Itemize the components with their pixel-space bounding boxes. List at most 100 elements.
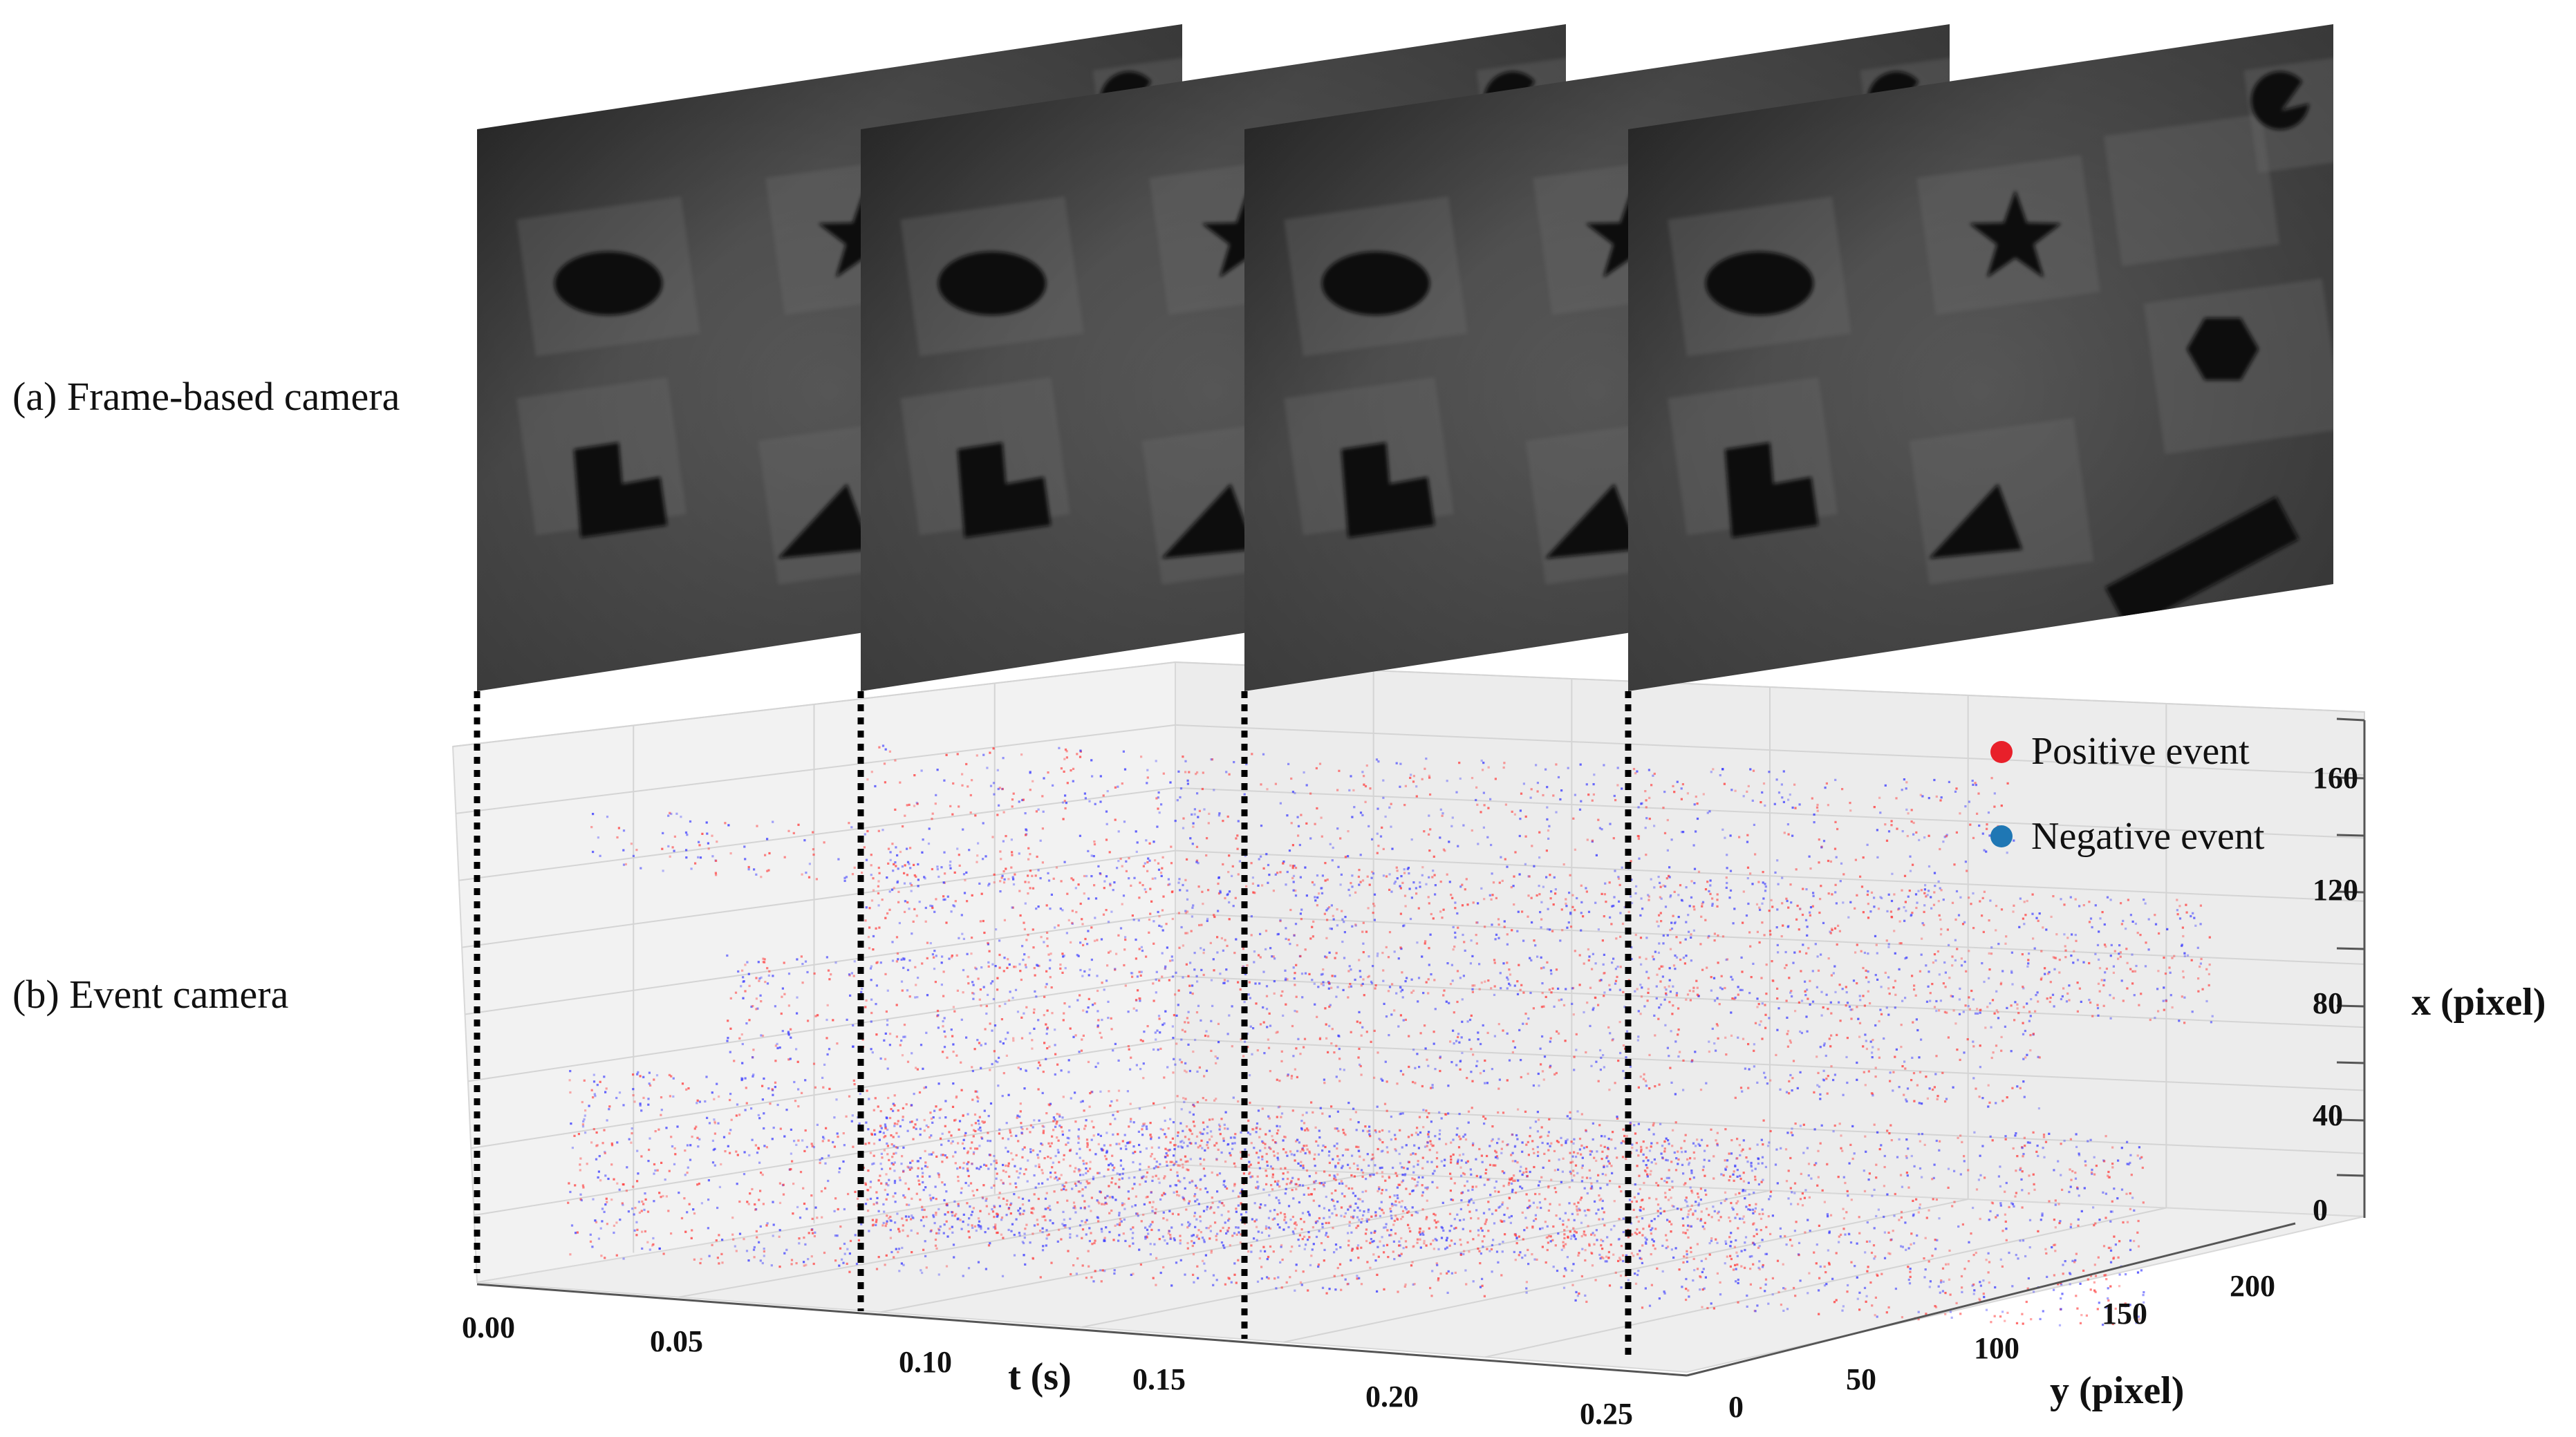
event-point-54 — [1990, 777, 1993, 780]
event-point-3392 — [1163, 1022, 1166, 1025]
event-point-1002 — [1704, 919, 1707, 921]
event-point-555 — [845, 876, 848, 879]
event-point-3241 — [763, 958, 766, 961]
event-point-4740 — [652, 1243, 655, 1246]
event-point-206 — [1993, 805, 1996, 808]
event-point-3163 — [1008, 963, 1011, 966]
event-point-3858 — [1708, 1253, 1711, 1256]
event-point-4527 — [570, 1123, 572, 1125]
event-point-4287 — [2028, 1246, 2031, 1249]
event-point-768 — [727, 824, 730, 827]
event-point-1632 — [1347, 888, 1350, 891]
event-point-3052 — [1204, 1034, 1207, 1037]
event-point-1271 — [1937, 900, 1940, 903]
event-point-1918 — [1695, 979, 1698, 982]
event-point-3710 — [698, 1138, 701, 1140]
event-point-3742 — [1642, 1208, 1645, 1210]
event-point-2289 — [1139, 974, 1142, 977]
event-point-312 — [913, 805, 916, 807]
event-point-2450 — [1725, 1053, 1728, 1056]
event-point-1830 — [1337, 865, 1340, 868]
event-point-3173 — [1952, 1086, 1954, 1089]
event-point-957 — [966, 900, 969, 903]
event-point-2153 — [1291, 876, 1294, 879]
event-point-3684 — [1854, 1265, 1856, 1268]
event-point-4724 — [1259, 1149, 1262, 1152]
event-point-1111 — [1331, 975, 1334, 977]
event-point-4272 — [842, 1132, 845, 1135]
event-point-843 — [1829, 860, 1832, 863]
event-point-2272 — [1347, 970, 1350, 973]
event-point-4987 — [1934, 1239, 1936, 1241]
event-point-3029 — [1877, 1048, 1880, 1051]
event-point-4093 — [692, 1208, 695, 1211]
event-point-3399 — [1048, 1045, 1051, 1048]
event-point-1223 — [1308, 973, 1311, 975]
event-point-588 — [1182, 883, 1184, 887]
event-point-1728 — [1424, 940, 1427, 943]
event-point-722 — [1711, 903, 1714, 905]
event-point-3791 — [756, 1152, 759, 1154]
event-point-1678 — [1083, 970, 1086, 973]
event-point-314 — [931, 818, 933, 820]
event-point-1224 — [1220, 937, 1223, 940]
event-point-1303 — [1657, 925, 1660, 928]
event-point-35 — [1274, 782, 1277, 785]
event-point-3328 — [1637, 1035, 1640, 1038]
event-point-660 — [1854, 858, 1857, 861]
event-point-1211 — [1503, 920, 1506, 923]
event-point-659 — [1673, 890, 1676, 893]
event-point-2204 — [2096, 1004, 2099, 1006]
event-point-3766 — [1447, 1112, 1450, 1115]
event-point-4196 — [1118, 1214, 1121, 1217]
event-point-2680 — [1290, 1075, 1294, 1078]
event-point-3220 — [1764, 1026, 1767, 1029]
event-point-119 — [1375, 758, 1379, 761]
event-point-2921 — [804, 960, 808, 963]
event-point-1931 — [2181, 943, 2183, 946]
event-point-4988 — [1979, 1217, 1981, 1221]
event-point-1232 — [2156, 988, 2159, 990]
event-point-202 — [1353, 806, 1356, 809]
event-point-3804 — [1488, 1145, 1491, 1147]
event-point-4638 — [1997, 1175, 2000, 1178]
event-point-562 — [1506, 865, 1509, 868]
event-point-1563 — [1079, 968, 1082, 972]
event-point-4501 — [598, 1155, 601, 1158]
event-point-3415 — [1629, 1065, 1632, 1068]
event-point-2123 — [1079, 902, 1082, 905]
event-point-771 — [1697, 870, 1701, 873]
event-point-1444 — [1805, 952, 1808, 955]
event-point-2546 — [1130, 1056, 1132, 1059]
event-point-1057 — [2178, 917, 2182, 920]
event-point-3953 — [1601, 1199, 1604, 1202]
event-point-4181 — [729, 1098, 731, 1102]
event-point-3033 — [1226, 979, 1229, 982]
event-point-3965 — [1795, 1221, 1798, 1223]
event-point-3051 — [1699, 1089, 1703, 1091]
event-point-615 — [1394, 881, 1397, 883]
event-point-4470 — [1435, 1221, 1437, 1224]
event-point-1355 — [1957, 914, 1961, 917]
event-point-4549 — [1058, 1125, 1061, 1127]
event-point-1374 — [2185, 903, 2187, 906]
event-point-2133 — [1428, 902, 1430, 905]
event-point-4587 — [2030, 1318, 2033, 1321]
event-point-3907 — [1061, 1116, 1064, 1119]
event-point-3810 — [642, 1096, 645, 1099]
event-point-472 — [982, 753, 985, 756]
event-point-4000 — [593, 1093, 596, 1096]
event-point-2309 — [2163, 956, 2165, 959]
event-point-356 — [1421, 778, 1424, 780]
event-point-1301 — [1867, 990, 1869, 993]
event-point-556 — [1316, 874, 1319, 877]
event-point-37 — [1462, 824, 1465, 827]
event-point-4409 — [975, 1229, 978, 1232]
event-point-170 — [1954, 790, 1957, 793]
event-point-1856 — [1454, 901, 1457, 904]
event-point-3166 — [1434, 1008, 1437, 1011]
event-point-1053 — [2102, 984, 2105, 987]
event-point-2911 — [1358, 1047, 1361, 1050]
event-point-3836 — [967, 1161, 970, 1163]
event-point-3890 — [938, 1109, 941, 1111]
